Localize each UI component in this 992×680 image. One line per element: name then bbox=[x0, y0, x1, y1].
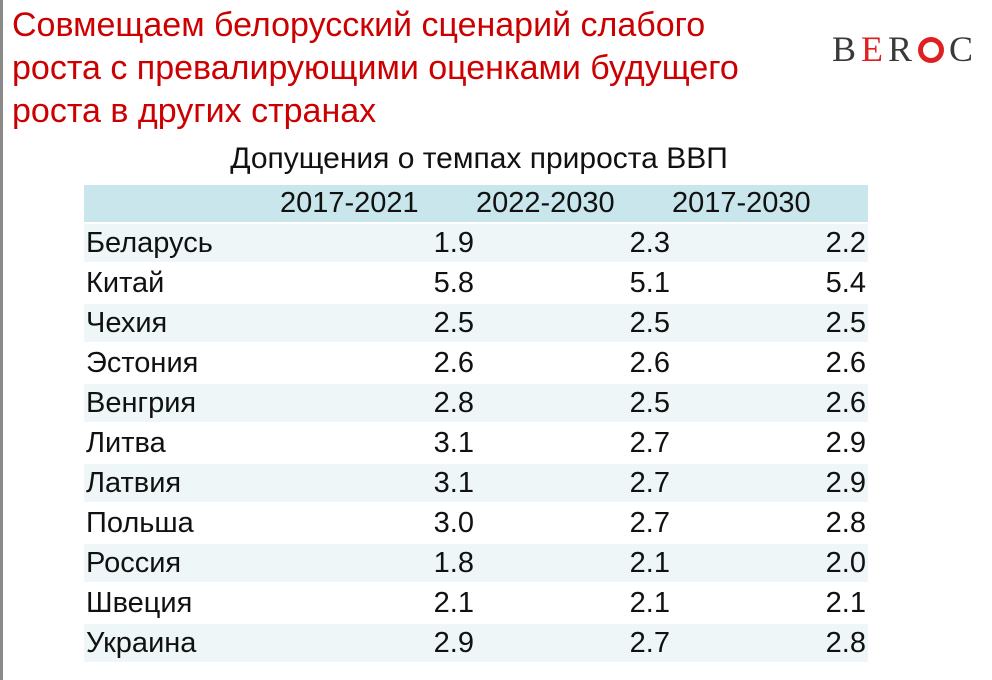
country-cell: Украина bbox=[84, 623, 280, 664]
value-2017-2021: 2.6 bbox=[280, 343, 476, 384]
value-2022-2030: 2.7 bbox=[476, 463, 672, 504]
country-cell: Латвия bbox=[84, 463, 280, 504]
header-2022-2030: 2022-2030 bbox=[476, 185, 672, 224]
country-cell: Польша bbox=[84, 503, 280, 544]
value-2017-2021: 3.0 bbox=[280, 503, 476, 544]
logo-letter: R bbox=[888, 29, 918, 69]
country-cell: Китай bbox=[84, 263, 280, 304]
value-2017-2021: 3.1 bbox=[280, 423, 476, 464]
value-2022-2030: 2.7 bbox=[476, 623, 672, 664]
value-2017-2021: 1.8 bbox=[280, 543, 476, 584]
value-2017-2030: 2.8 bbox=[672, 503, 868, 544]
header-2017-2030: 2017-2030 bbox=[672, 185, 868, 224]
value-2017-2030: 2.1 bbox=[672, 583, 868, 624]
table-row: Китай 5.8 5.1 5.4 bbox=[84, 263, 868, 304]
table-row: Чехия 2.5 2.5 2.5 bbox=[84, 303, 868, 344]
country-cell: Венгрия bbox=[84, 383, 280, 424]
slide-left-border bbox=[0, 0, 3, 680]
logo-letter: E bbox=[861, 29, 889, 69]
country-cell: Беларусь bbox=[84, 223, 280, 264]
slide-title-line: роста с превалирующими оценками будущего bbox=[12, 49, 739, 87]
logo-o-ring-icon bbox=[918, 37, 944, 63]
slide-title-line: роста в других странах bbox=[12, 92, 377, 130]
table-row: Латвия 3.1 2.7 2.9 bbox=[84, 463, 868, 504]
value-2017-2030: 2.6 bbox=[672, 343, 868, 384]
header-corner bbox=[84, 185, 280, 224]
slide-title: Совмещаем белорусский сценарий слабого р… bbox=[12, 4, 802, 133]
value-2017-2021: 2.1 bbox=[280, 583, 476, 624]
table-row: Россия 1.8 2.1 2.0 bbox=[84, 543, 868, 584]
value-2017-2030: 2.0 bbox=[672, 543, 868, 584]
value-2017-2021: 3.1 bbox=[280, 463, 476, 504]
table-row: Польша 3.0 2.7 2.8 bbox=[84, 503, 868, 544]
value-2017-2030: 2.5 bbox=[672, 303, 868, 344]
value-2017-2030: 2.8 bbox=[672, 623, 868, 664]
value-2022-2030: 2.6 bbox=[476, 343, 672, 384]
country-cell: Чехия bbox=[84, 303, 280, 344]
country-cell: Литва bbox=[84, 423, 280, 464]
slide-title-line: Совмещаем белорусский сценарий слабого bbox=[12, 6, 706, 44]
header-2017-2021: 2017-2021 bbox=[280, 185, 476, 224]
value-2022-2030: 2.1 bbox=[476, 583, 672, 624]
country-cell: Швеция bbox=[84, 583, 280, 624]
value-2022-2030: 2.7 bbox=[476, 503, 672, 544]
value-2017-2021: 2.5 bbox=[280, 303, 476, 344]
gdp-growth-table: 2017-2021 2022-2030 2017-2030 Беларусь 1.… bbox=[84, 185, 868, 664]
country-cell: Эстония bbox=[84, 343, 280, 384]
table-row: Эстония 2.6 2.6 2.6 bbox=[84, 343, 868, 384]
logo-letter: C bbox=[948, 29, 978, 69]
value-2022-2030: 2.5 bbox=[476, 383, 672, 424]
value-2017-2030: 5.4 bbox=[672, 263, 868, 304]
value-2017-2030: 2.6 bbox=[672, 383, 868, 424]
table-row: Украина 2.9 2.7 2.8 bbox=[84, 623, 868, 664]
value-2017-2030: 2.2 bbox=[672, 223, 868, 264]
value-2022-2030: 5.1 bbox=[476, 263, 672, 304]
value-2022-2030: 2.7 bbox=[476, 423, 672, 464]
table-row: Венгрия 2.8 2.5 2.6 bbox=[84, 383, 868, 424]
table-header-row: 2017-2021 2022-2030 2017-2030 bbox=[84, 185, 868, 224]
table-row: Швеция 2.1 2.1 2.1 bbox=[84, 583, 868, 624]
table-row: Литва 3.1 2.7 2.9 bbox=[84, 423, 868, 464]
country-cell: Россия bbox=[84, 543, 280, 584]
value-2017-2030: 2.9 bbox=[672, 423, 868, 464]
value-2022-2030: 2.1 bbox=[476, 543, 672, 584]
value-2017-2021: 2.8 bbox=[280, 383, 476, 424]
logo-letter: B bbox=[832, 29, 862, 69]
table-row: Беларусь 1.9 2.3 2.2 bbox=[84, 223, 868, 264]
value-2017-2030: 2.9 bbox=[672, 463, 868, 504]
value-2017-2021: 2.9 bbox=[280, 623, 476, 664]
value-2022-2030: 2.3 bbox=[476, 223, 672, 264]
value-2017-2021: 5.8 bbox=[280, 263, 476, 304]
value-2022-2030: 2.5 bbox=[476, 303, 672, 344]
table-title: Допущения о темпах прироста ВВП bbox=[230, 142, 728, 175]
gdp-growth-table-container: 2017-2021 2022-2030 2017-2030 Беларусь 1.… bbox=[84, 185, 868, 664]
table-body: Беларусь 1.9 2.3 2.2 Китай 5.8 5.1 5.4 Чехия 2.5 2… bbox=[84, 223, 868, 664]
value-2017-2021: 1.9 bbox=[280, 223, 476, 264]
